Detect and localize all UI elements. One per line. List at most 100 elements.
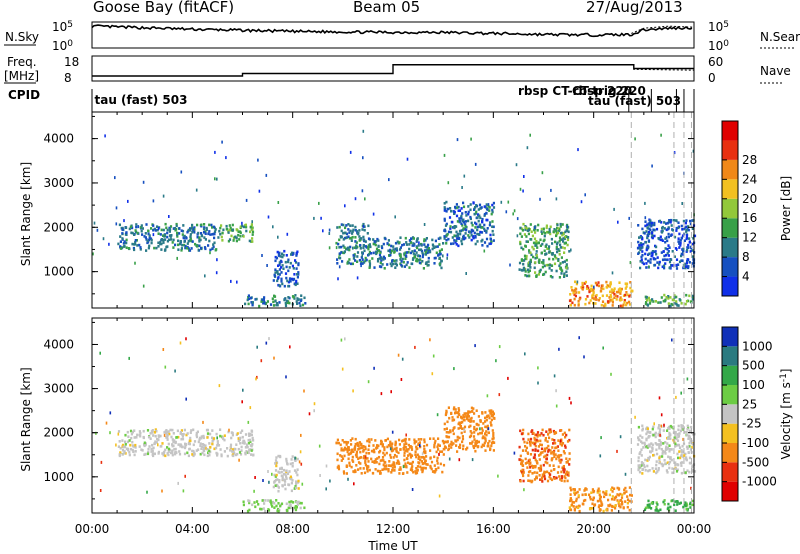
power-cell: [177, 248, 180, 251]
power-cell: [483, 241, 487, 244]
power-cell: [395, 259, 398, 262]
power-cell: [261, 300, 264, 303]
velocity-cell: [216, 452, 219, 456]
power-cell: [364, 240, 367, 243]
power-cell: [528, 263, 531, 267]
power-cell: [675, 258, 679, 261]
power-cell: [207, 244, 210, 247]
velocity-cell: [150, 447, 153, 451]
velocity-cell: [684, 504, 687, 507]
power-cell: [505, 210, 508, 214]
power-cell: [587, 286, 590, 290]
velocity-cell: [206, 436, 209, 439]
velocity-cell: [379, 442, 383, 446]
power-cell: [146, 239, 149, 243]
velocity-cell: [674, 461, 677, 464]
velocity-cell: [211, 439, 214, 443]
velocity-cell: [151, 453, 154, 456]
power-cell: [677, 240, 680, 243]
velocity-cell: [354, 442, 357, 446]
power-cell: [575, 291, 578, 294]
power-cell: [525, 227, 529, 231]
velocity-cell: [549, 473, 552, 476]
power-cell: [548, 257, 551, 261]
velocity-cell: [242, 503, 245, 507]
velocity-cell: [188, 441, 191, 445]
velocity-cell: [390, 447, 393, 451]
velocity-cell: [265, 341, 268, 345]
velocity-cell: [191, 453, 194, 456]
power-cell: [368, 265, 371, 268]
velocity-cell: [444, 440, 447, 444]
velocity-cell: [687, 437, 690, 440]
velocity-cell: [684, 452, 687, 456]
power-cell: [565, 258, 568, 262]
velocity-cell: [277, 509, 280, 513]
velocity-cell: [164, 454, 167, 458]
velocity-cell: [462, 415, 466, 419]
velocity-cell: [165, 429, 168, 432]
velocity-cell: [273, 502, 276, 505]
power-cell: [462, 227, 465, 230]
velocity-cell: [151, 431, 154, 434]
velocity-cell: [147, 447, 150, 451]
power-cell: [556, 250, 559, 254]
power-cell: [605, 280, 608, 284]
power-cell: [651, 250, 654, 253]
power-cell: [419, 258, 422, 261]
velocity-cell: [472, 407, 475, 410]
velocity-cell: [538, 458, 541, 461]
power-cell: [406, 261, 409, 264]
velocity-cell: [685, 445, 689, 449]
velocity-cell: [670, 458, 673, 462]
velocity-cell: [566, 473, 569, 476]
velocity-cell: [677, 463, 680, 467]
power-cell: [470, 238, 473, 242]
power-cell: [354, 197, 357, 201]
velocity-cell: [600, 504, 603, 507]
power-cell: [277, 276, 280, 279]
velocity-cell: [655, 501, 658, 504]
velocity-cell: [564, 472, 567, 476]
power-cell: [380, 265, 383, 269]
power-cell: [487, 205, 490, 208]
power-cell: [440, 248, 443, 251]
velocity-cell: [415, 445, 418, 449]
velocity-cell: [680, 424, 683, 427]
power-cell: [611, 271, 614, 275]
power-cell: [568, 299, 572, 303]
velocity-cell: [641, 441, 644, 445]
power-cell: [602, 287, 605, 291]
velocity-cell: [297, 487, 300, 490]
velocity-cell: [143, 441, 146, 445]
power-cell: [338, 252, 341, 255]
velocity-cell: [376, 446, 379, 449]
power-cell: [174, 243, 177, 247]
power-cell: [692, 258, 695, 261]
velocity-cell: [285, 469, 288, 473]
velocity-cell: [340, 448, 343, 452]
power-cell: [524, 245, 527, 248]
velocity-colorbar-cell-1: [722, 462, 738, 482]
velocity-cell: [157, 443, 159, 447]
velocity-cell: [409, 453, 412, 457]
velocity-cell: [519, 429, 522, 433]
power-cell: [394, 262, 397, 265]
velocity-cell: [416, 465, 419, 468]
velocity-cell: [610, 488, 613, 491]
velocity-cell: [473, 412, 476, 415]
velocity-y-tick-label: 2000: [43, 426, 74, 440]
velocity-cell: [492, 434, 495, 437]
velocity-cell: [554, 431, 557, 434]
velocity-cell: [179, 431, 182, 434]
power-cell: [568, 250, 571, 253]
velocity-cell: [663, 499, 666, 502]
velocity-cell: [367, 452, 371, 455]
power-cell: [447, 207, 450, 211]
power-cell: [404, 254, 408, 257]
velocity-cell: [176, 429, 179, 433]
power-cell: [667, 244, 670, 247]
power-cell: [102, 237, 105, 241]
power-cell: [476, 216, 479, 219]
power-cell: [352, 257, 355, 260]
